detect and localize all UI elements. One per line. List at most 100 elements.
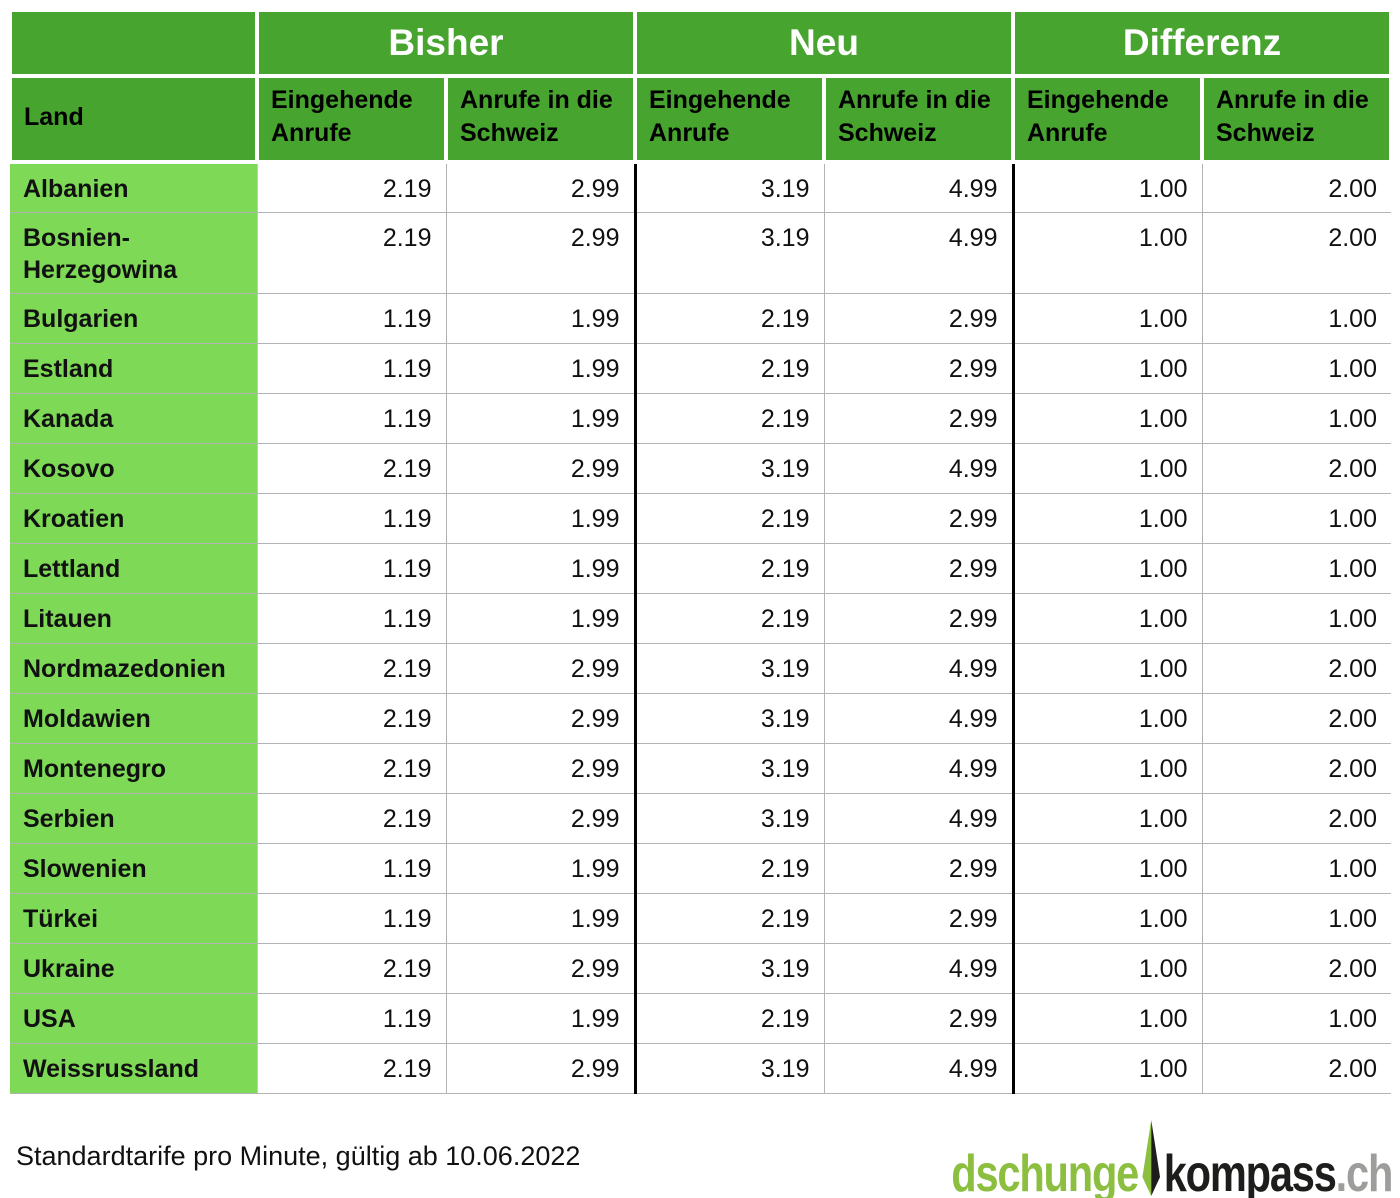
value-cell-neu-schweiz: 4.99 [823,162,1013,213]
value-cell-differenz-eingehend: 1.00 [1011,993,1202,1044]
table-row: Albanien 2.19 2.99 3.19 4.99 1.00 2.00 [10,162,1391,213]
value-cell-neu-schweiz: 4.99 [823,743,1013,794]
country-cell: Nordmazedonien [10,643,258,694]
value-cell-differenz-eingehend: 1.00 [1011,693,1202,744]
table-row: Lettland 1.19 1.99 2.19 2.99 1.00 1.00 [10,543,1391,594]
value-cell-differenz-schweiz: 1.00 [1201,893,1391,944]
land-header-cell: Land [8,74,259,164]
table-row: Serbien 2.19 2.99 3.19 4.99 1.00 2.00 [10,793,1391,844]
value-cell-neu-eingehend: 3.19 [633,743,824,794]
country-cell: Serbien [10,793,258,844]
logo-text-green: dschunge [951,1144,1139,1198]
table-caption: Standardtarife pro Minute, gültig ab 10.… [16,1140,581,1171]
table-row: Türkei 1.19 1.99 2.19 2.99 1.00 1.00 [10,893,1391,944]
tariff-table: Bisher Neu Differenz Land Eingehende Anr… [8,8,1393,1094]
logo-text-black: kompass [1163,1144,1337,1198]
country-cell: Slowenien [10,843,258,894]
country-cell: Moldawien [10,693,258,744]
value-cell-neu-schweiz: 2.99 [823,493,1013,544]
value-cell-bisher-schweiz: 2.99 [445,1043,635,1094]
value-cell-neu-schweiz: 2.99 [823,893,1013,944]
column-header-cell: Eingehende Anrufe [633,74,826,164]
value-cell-differenz-eingehend: 1.00 [1011,162,1202,213]
country-cell: Kosovo [10,443,258,494]
dschungelkompass-logo: dschunge kompass .ch [951,1113,1393,1198]
value-cell-differenz-eingehend: 1.00 [1011,793,1202,844]
country-cell: Montenegro [10,743,258,794]
value-cell-differenz-eingehend: 1.00 [1011,293,1202,344]
value-cell-neu-schweiz: 2.99 [823,843,1013,894]
value-cell-neu-eingehend: 3.19 [633,1043,824,1094]
value-cell-bisher-eingehend: 1.19 [256,493,446,544]
value-cell-bisher-eingehend: 2.19 [256,693,446,744]
country-cell: Kroatien [10,493,258,544]
table-row: Moldawien 2.19 2.99 3.19 4.99 1.00 2.00 [10,693,1391,744]
column-header-cell: Eingehende Anrufe [255,74,448,164]
value-cell-neu-eingehend: 2.19 [633,543,824,594]
value-cell-bisher-schweiz: 1.99 [445,543,635,594]
value-cell-neu-eingehend: 3.19 [633,443,824,494]
country-cell: USA [10,993,258,1044]
value-cell-bisher-eingehend: 1.19 [256,343,446,394]
column-header-cell: Anrufe in die Schweiz [444,74,637,164]
value-cell-neu-eingehend: 3.19 [633,943,824,994]
column-header-cell: Anrufe in die Schweiz [822,74,1015,164]
value-cell-bisher-schweiz: 1.99 [445,493,635,544]
table-row: Nordmazedonien 2.19 2.99 3.19 4.99 1.00 … [10,643,1391,694]
country-cell: Lettland [10,543,258,594]
column-header-cell: Anrufe in die Schweiz [1200,74,1393,164]
value-cell-differenz-schweiz: 2.00 [1201,793,1391,844]
value-cell-neu-eingehend: 2.19 [633,843,824,894]
value-cell-neu-eingehend: 2.19 [633,593,824,644]
value-cell-neu-schweiz: 2.99 [823,593,1013,644]
value-cell-bisher-schweiz: 1.99 [445,393,635,444]
value-cell-differenz-eingehend: 1.00 [1011,543,1202,594]
value-cell-neu-schweiz: 4.99 [823,693,1013,744]
table-row: Bulgarien 1.19 1.99 2.19 2.99 1.00 1.00 [10,293,1391,344]
table-row: Kanada 1.19 1.99 2.19 2.99 1.00 1.00 [10,393,1391,444]
value-cell-differenz-eingehend: 1.00 [1011,343,1202,394]
value-cell-neu-schweiz: 4.99 [823,943,1013,994]
table-row: Montenegro 2.19 2.99 3.19 4.99 1.00 2.00 [10,743,1391,794]
group-header-neu: Neu [633,8,1015,78]
value-cell-neu-schweiz: 2.99 [823,543,1013,594]
value-cell-bisher-eingehend: 1.19 [256,393,446,444]
group-header-differenz: Differenz [1011,8,1393,78]
value-cell-neu-schweiz: 2.99 [823,293,1013,344]
value-cell-bisher-schweiz: 1.99 [445,343,635,394]
value-cell-differenz-schweiz: 2.00 [1201,943,1391,994]
value-cell-bisher-schweiz: 2.99 [445,793,635,844]
country-cell: Estland [10,343,258,394]
value-cell-differenz-eingehend: 1.00 [1011,743,1202,794]
value-cell-differenz-schweiz: 1.00 [1201,393,1391,444]
value-cell-differenz-schweiz: 2.00 [1201,162,1391,213]
value-cell-neu-eingehend: 2.19 [633,343,824,394]
value-cell-bisher-eingehend: 1.19 [256,893,446,944]
value-cell-differenz-schweiz: 1.00 [1201,293,1391,344]
value-cell-bisher-schweiz: 2.99 [445,443,635,494]
value-cell-differenz-eingehend: 1.00 [1011,443,1202,494]
country-cell: Kanada [10,393,258,444]
value-cell-bisher-eingehend: 2.19 [256,443,446,494]
value-cell-neu-schweiz: 4.99 [823,643,1013,694]
value-cell-neu-eingehend: 3.19 [633,643,824,694]
value-cell-bisher-schweiz: 1.99 [445,293,635,344]
value-cell-differenz-eingehend: 1.00 [1011,843,1202,894]
value-cell-bisher-eingehend: 2.19 [256,212,446,294]
value-cell-neu-eingehend: 3.19 [633,162,824,213]
value-cell-bisher-schweiz: 2.99 [445,212,635,294]
table-row: Kosovo 2.19 2.99 3.19 4.99 1.00 2.00 [10,443,1391,494]
value-cell-bisher-eingehend: 2.19 [256,943,446,994]
value-cell-bisher-eingehend: 2.19 [256,643,446,694]
value-cell-bisher-schweiz: 2.99 [445,643,635,694]
value-cell-differenz-schweiz: 1.00 [1201,993,1391,1044]
value-cell-bisher-eingehend: 2.19 [256,1043,446,1094]
value-cell-differenz-schweiz: 2.00 [1201,643,1391,694]
value-cell-differenz-eingehend: 1.00 [1011,493,1202,544]
value-cell-bisher-eingehend: 2.19 [256,162,446,213]
value-cell-differenz-schweiz: 1.00 [1201,843,1391,894]
table-row: Estland 1.19 1.99 2.19 2.99 1.00 1.00 [10,343,1391,394]
value-cell-neu-eingehend: 3.19 [633,693,824,744]
value-cell-differenz-schweiz: 1.00 [1201,543,1391,594]
